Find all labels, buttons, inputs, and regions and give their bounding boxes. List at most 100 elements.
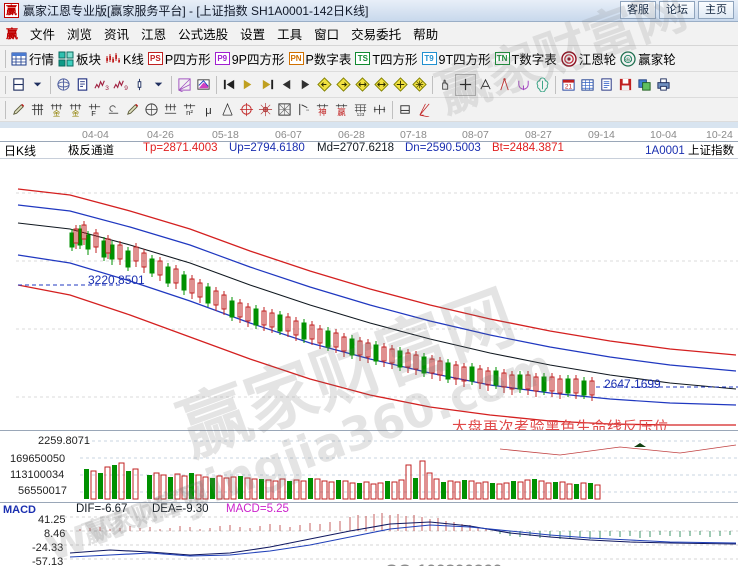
shen-tool-button[interactable]: 神 <box>313 99 332 121</box>
wave3-button[interactable]: 3 <box>92 74 111 96</box>
ps-square-button[interactable]: PS P四方形 <box>146 48 213 70</box>
net-button[interactable] <box>54 74 73 96</box>
menu-item-tools[interactable]: 工具 <box>277 28 303 42</box>
brain-button[interactable] <box>533 74 552 96</box>
volume-pane[interactable]: 2259.8071 169650050 113100034 56550017 <box>0 430 738 503</box>
next-group-button[interactable] <box>239 74 258 96</box>
last-page-button[interactable] <box>258 74 277 96</box>
period-dropdown[interactable] <box>28 74 47 96</box>
fan-lines-button[interactable] <box>161 99 180 121</box>
customer-service-button[interactable]: 客服 <box>620 1 656 19</box>
wave9-button[interactable]: 9 <box>111 74 130 96</box>
macd-pane[interactable]: MACD DIF=-6.67 DEA=-9.30 MACD=5.25 41.25… <box>0 502 738 566</box>
spiral-button[interactable] <box>104 99 123 121</box>
sector-button[interactable]: 板块 <box>56 48 103 70</box>
mu-icon: μ <box>205 105 211 117</box>
ladder-button[interactable]: 123 <box>351 99 370 121</box>
save-button[interactable] <box>616 74 635 96</box>
ying-tool-button[interactable]: 赢 <box>332 99 351 121</box>
compress-h-button[interactable] <box>372 74 391 96</box>
kline-button[interactable]: K线 <box>103 48 146 70</box>
macd-axis-label: -57.13 <box>32 556 64 566</box>
volume-axis-label: 169650050 <box>10 453 66 465</box>
menu-item-formula-screen[interactable]: 公式选股 <box>178 28 229 42</box>
tn-table-button[interactable]: TN T数字表 <box>493 48 559 70</box>
f-grid-button[interactable]: F <box>85 99 104 121</box>
forum-button[interactable]: 论坛 <box>659 1 695 19</box>
star-burst-button[interactable] <box>256 99 275 121</box>
text-tool-button[interactable] <box>476 74 495 96</box>
circle-grid-button[interactable] <box>142 99 161 121</box>
expand-h-icon <box>355 77 370 92</box>
gann-fan-button[interactable] <box>175 74 194 96</box>
grid-lines-button[interactable] <box>28 99 47 121</box>
chart-canvas[interactable]: 04-04 04-26 05-18 06-07 06-28 07-18 08-0… <box>0 128 738 566</box>
shift-left-button[interactable] <box>315 74 334 96</box>
period-button[interactable] <box>9 74 28 96</box>
ts-square-button[interactable]: TS T四方形 <box>353 48 419 70</box>
zoom-out-button[interactable] <box>410 74 429 96</box>
square-web-button[interactable] <box>275 99 294 121</box>
calendar-button[interactable]: 21 <box>559 74 578 96</box>
homepage-button[interactable]: 主页 <box>698 1 734 19</box>
menu-item-news[interactable]: 资讯 <box>104 28 130 42</box>
trident-button[interactable] <box>514 74 533 96</box>
macd-axis-label: 41.25 <box>38 514 66 526</box>
shift-right-button[interactable] <box>334 74 353 96</box>
menu-item-browse[interactable]: 浏览 <box>67 28 93 42</box>
toolbar-separator <box>5 100 6 119</box>
menu-item-file[interactable]: 文件 <box>30 28 56 42</box>
gann-wheel-button[interactable]: 江恩轮 <box>559 48 619 70</box>
pn-table-button[interactable]: PN P数字表 <box>287 48 354 70</box>
globe-net-icon <box>57 78 70 91</box>
pen-red-icon <box>13 103 25 115</box>
t9-square-button[interactable]: T9 9T四方形 <box>420 48 493 70</box>
first-page-button[interactable] <box>220 74 239 96</box>
copy-button[interactable] <box>635 74 654 96</box>
svg-text:金: 金 <box>53 108 61 117</box>
crosshair-button[interactable] <box>455 73 476 96</box>
clipboard-button[interactable] <box>73 74 92 96</box>
prev-button[interactable] <box>277 74 296 96</box>
n2-grid-button[interactable]: n² <box>180 99 199 121</box>
pen-draw-button[interactable] <box>123 99 142 121</box>
angle-lines-button[interactable] <box>218 99 237 121</box>
compass-button[interactable] <box>495 74 514 96</box>
ps-square-icon: PS <box>147 52 163 65</box>
candle-button[interactable] <box>130 74 149 96</box>
mu-button[interactable]: μ <box>199 99 218 121</box>
menu-logo-icon: 赢 <box>6 27 19 41</box>
hand-pan-button[interactable] <box>436 74 455 96</box>
macd-dea-value: DEA=-9.30 <box>152 503 209 515</box>
zoom-in-button[interactable] <box>391 74 410 96</box>
red-fan-button[interactable] <box>415 99 434 121</box>
gold-grid-button[interactable]: 金 <box>47 99 66 121</box>
quotes-button[interactable]: 行情 <box>9 48 56 70</box>
print-button[interactable] <box>654 74 673 96</box>
menu-item-help[interactable]: 帮助 <box>413 28 439 42</box>
report-button[interactable] <box>597 74 616 96</box>
expand-h-button[interactable] <box>353 74 372 96</box>
color-chart-button[interactable] <box>194 74 213 96</box>
candle-dropdown[interactable] <box>149 74 168 96</box>
toolbar-separator <box>5 75 6 94</box>
param-md: Md=2707.6218 <box>317 142 395 154</box>
next-button[interactable] <box>296 74 315 96</box>
p9-square-button[interactable]: P9 9P四方形 <box>213 48 287 70</box>
menu-item-trade[interactable]: 交易委托 <box>351 28 402 42</box>
menu-item-gann[interactable]: 江恩 <box>141 28 167 42</box>
text-tool-icon <box>480 78 491 90</box>
svg-text:": " <box>306 109 309 116</box>
frame-button[interactable] <box>396 99 415 121</box>
price-pane[interactable]: 3220.8501 2647.1699 <box>0 158 738 431</box>
menu-item-window[interactable]: 窗口 <box>314 28 340 42</box>
measure-button[interactable] <box>370 99 389 121</box>
pen-red-button[interactable] <box>9 99 28 121</box>
spreadsheet-button[interactable] <box>578 74 597 96</box>
ruler-button[interactable]: " <box>294 99 313 121</box>
winner-wheel-button[interactable]: 360 赢家轮 <box>618 48 678 70</box>
gold-grid-2-button[interactable]: 金 <box>66 99 85 121</box>
toolbar-separator <box>171 75 172 94</box>
target-circle-button[interactable] <box>237 99 256 121</box>
menu-item-settings[interactable]: 设置 <box>240 28 266 42</box>
